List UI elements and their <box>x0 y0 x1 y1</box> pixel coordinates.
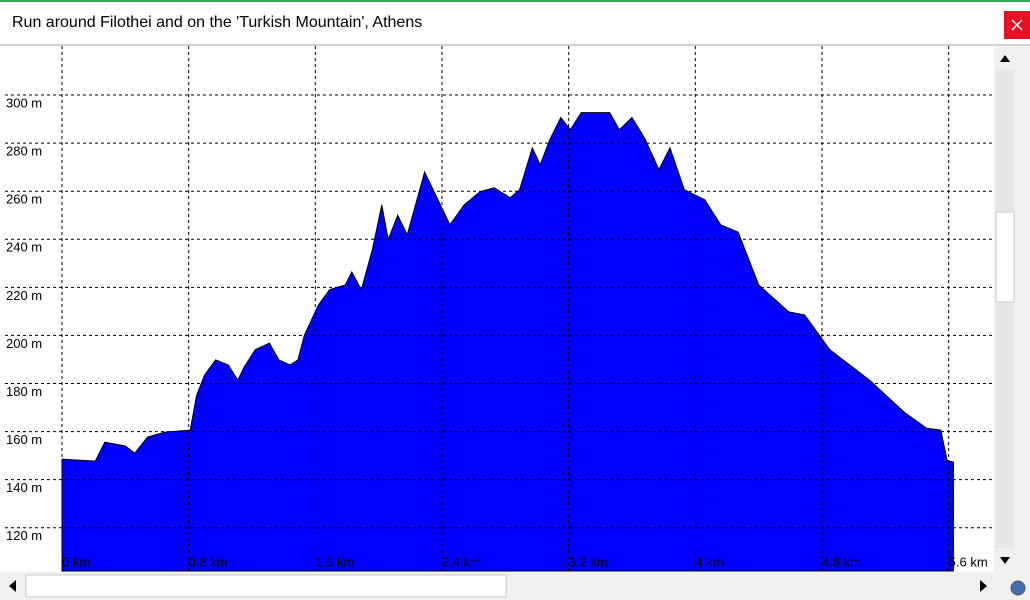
y-tick-label: 220 m <box>6 288 42 303</box>
elevation-area <box>61 112 954 572</box>
y-tick-label: 300 m <box>6 95 42 110</box>
scroll-up-arrow[interactable] <box>1000 55 1010 62</box>
scroll-thumb[interactable] <box>995 211 1015 303</box>
x-tick-label: 1.6 km <box>315 554 354 569</box>
scroll-down-arrow[interactable] <box>1000 557 1010 564</box>
vertical-scrollbar[interactable] <box>994 46 1030 572</box>
y-tick-label: 280 m <box>6 144 42 159</box>
x-tick-label: 4 km <box>695 554 723 569</box>
scroll-track-inner <box>996 70 1014 548</box>
globe-icon[interactable] <box>1010 580 1026 596</box>
hscroll-thumb[interactable] <box>25 574 507 598</box>
x-tick-label: 3.2 km <box>569 554 608 569</box>
scroll-left-arrow[interactable] <box>9 580 16 592</box>
x-tick-label: 0.8 km <box>189 554 228 569</box>
y-tick-label: 240 m <box>6 240 42 255</box>
y-tick-label: 200 m <box>6 336 42 351</box>
y-tick-label: 140 m <box>6 480 42 495</box>
y-tick-label: 160 m <box>6 432 42 447</box>
x-tick-label: 0 km <box>62 554 90 569</box>
scroll-right-arrow[interactable] <box>980 580 987 592</box>
y-tick-label: 120 m <box>6 528 42 543</box>
y-tick-label: 180 m <box>6 384 42 399</box>
y-tick-label: 260 m <box>6 192 42 207</box>
horizontal-scrollbar[interactable] <box>0 572 1030 600</box>
close-icon <box>1011 19 1023 31</box>
close-button[interactable] <box>1004 11 1030 39</box>
plot: 120 m 140 m 160 m 180 m 200 m 220 m 240 m 260 m… <box>5 46 993 572</box>
x-tick-label: 5.6 km <box>949 554 988 569</box>
window-title: Run around Filothei and on the 'Turkish … <box>12 14 422 31</box>
x-tick-label: 4.8 km <box>822 554 861 569</box>
x-tick-label: 2.4 km <box>442 554 481 569</box>
